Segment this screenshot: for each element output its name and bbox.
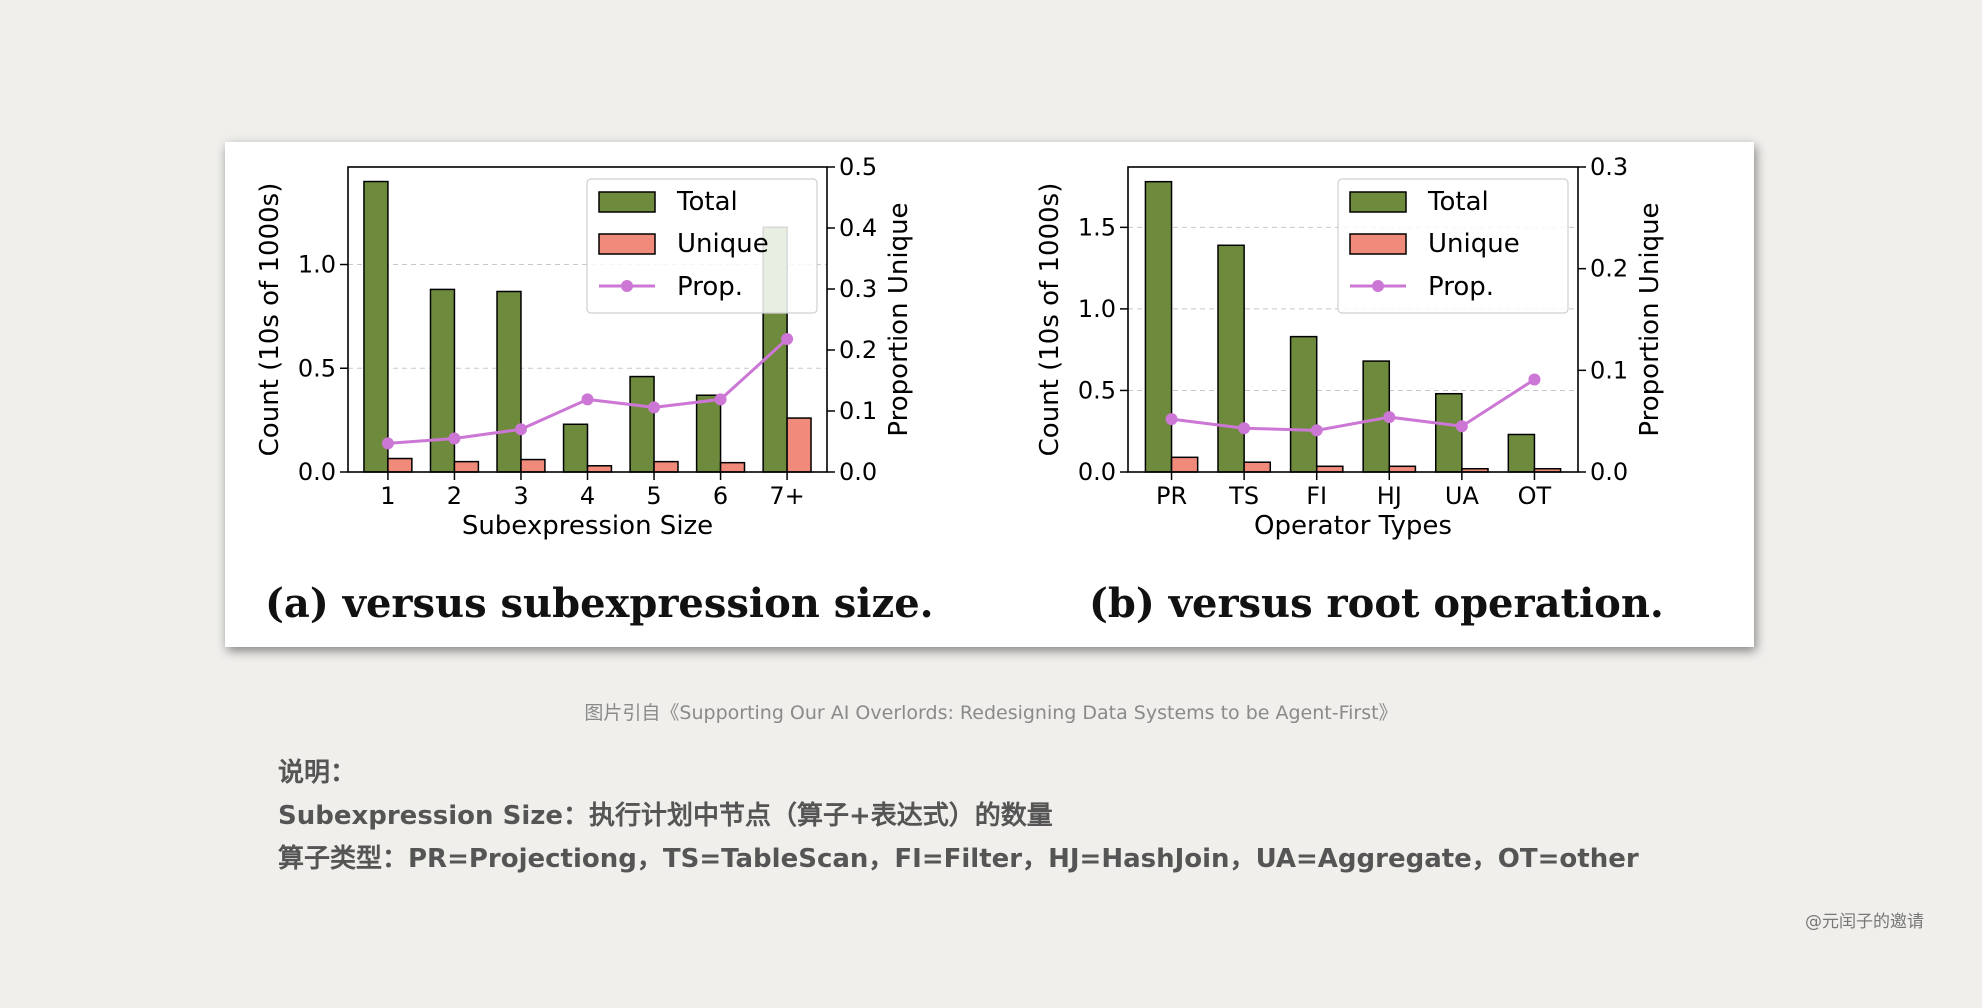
chartb-bar-unique bbox=[1388, 465, 1417, 473]
chartb-xtick-label: OT bbox=[1518, 482, 1552, 510]
charta-legend-marker-prop bbox=[621, 280, 633, 292]
chartb-y2tick-label: 0.3 bbox=[1590, 153, 1628, 181]
notes-block: 说明： Subexpression Size：执行计划中节点（算子+表达式）的数… bbox=[278, 752, 1639, 881]
chartb-bar-total bbox=[1434, 392, 1463, 473]
chartb-legend-label-total: Total bbox=[1427, 187, 1489, 217]
charta-y2tick-label: 0.1 bbox=[839, 397, 877, 425]
charta-bar-unique bbox=[719, 461, 746, 473]
charta-bar-total bbox=[695, 394, 722, 473]
chartb-y2label: Proportion Unique bbox=[1635, 202, 1665, 436]
charta-prop-point bbox=[514, 423, 527, 436]
chartb-ytick-label: 0.0 bbox=[1078, 458, 1116, 486]
chartb-prop-point bbox=[1310, 424, 1323, 437]
charta-legend-label-unique: Unique bbox=[677, 229, 769, 259]
chartb-ylabel: Count (10s of 1000s) bbox=[1035, 183, 1065, 457]
charta-prop-point bbox=[781, 333, 794, 346]
charta-bar-total bbox=[496, 290, 522, 473]
charta-bar-total bbox=[629, 375, 655, 473]
chartb-xlabel: Operator Types bbox=[1254, 511, 1452, 541]
charta-prop-point bbox=[648, 401, 661, 414]
chartb-legend-label-prop: Prop. bbox=[1428, 272, 1494, 302]
chartb-prop-point bbox=[1383, 411, 1396, 424]
charta-bar-unique bbox=[586, 465, 613, 473]
charta-legend-swatch-total bbox=[598, 191, 656, 213]
charta-xtick-label: 4 bbox=[580, 482, 595, 510]
chartb-prop-line bbox=[1171, 378, 1536, 432]
chartb-legend-marker-prop bbox=[1372, 280, 1384, 292]
charta-xlabel: Subexpression Size bbox=[462, 511, 713, 541]
charta-xtick-label: 3 bbox=[513, 482, 528, 510]
chartb-legend-swatch-unique bbox=[1349, 233, 1407, 255]
chartb-prop-point bbox=[1238, 422, 1251, 435]
charts-svg: 0.0 0.5 1.0 0.0 0.1 0.2 0.3 0.4 0.5 1 2 3 4 5 6 7+ Subex… bbox=[255, 153, 1665, 541]
chartb-ytick-label: 1.5 bbox=[1078, 213, 1116, 241]
chartb-legend-swatch-total bbox=[1349, 191, 1407, 213]
chartb-bar-total bbox=[1507, 433, 1536, 473]
charta-bar-total bbox=[562, 423, 589, 473]
chartb-bar-total bbox=[1289, 335, 1318, 473]
charta-xtick-label: 5 bbox=[646, 482, 661, 510]
chartb-xtick-label: TS bbox=[1228, 482, 1259, 510]
caption-b: (b) versus root operation. bbox=[1089, 580, 1664, 627]
charta-bar-total bbox=[363, 180, 389, 473]
source-citation: 图片引自《Supporting Our AI Overlords: Redesi… bbox=[584, 702, 1398, 724]
charta-legend-label-total: Total bbox=[676, 187, 738, 217]
charta-ytick-label: 0.5 bbox=[298, 354, 336, 382]
charta-y2tick-label: 0.2 bbox=[839, 336, 877, 364]
charta-bar-unique bbox=[387, 457, 413, 473]
chartb-bar-unique bbox=[1243, 461, 1272, 473]
chartb-legend-label-unique: Unique bbox=[1428, 229, 1520, 259]
charta-y2tick-label: 0.0 bbox=[839, 458, 877, 486]
charta-y2tick-label: 0.3 bbox=[839, 275, 877, 303]
chartb-bar-total bbox=[1362, 360, 1391, 473]
chartb-frame bbox=[1127, 166, 1579, 473]
charta-legend-swatch-unique bbox=[598, 233, 656, 255]
charta-prop-point bbox=[714, 393, 727, 406]
chartb-bar-unique bbox=[1315, 465, 1344, 473]
charta-prop-point bbox=[381, 437, 394, 450]
charta-xtick-label: 2 bbox=[447, 482, 462, 510]
chartb-bar-total bbox=[1217, 244, 1245, 473]
chartb-bar-unique bbox=[1170, 456, 1199, 473]
chartb-prop-point bbox=[1455, 420, 1468, 433]
charta-legend-label-prop: Prop. bbox=[677, 272, 743, 302]
figure-card: 0.0 0.5 1.0 0.0 0.1 0.2 0.3 0.4 0.5 1 2 3 4 5 6 7+ Subex… bbox=[225, 142, 1754, 647]
charta-ytick-label: 1.0 bbox=[298, 251, 336, 279]
chartb-ytick-label: 1.0 bbox=[1078, 295, 1116, 323]
charta-bar-unique bbox=[453, 460, 480, 473]
watermark: @元闰子的邀请 bbox=[1805, 912, 1924, 932]
chartb-prop-point bbox=[1528, 373, 1541, 386]
charta-bar-unique bbox=[786, 417, 812, 473]
charta-y2label: Proportion Unique bbox=[884, 202, 914, 436]
chartb-bar-total bbox=[1144, 180, 1173, 473]
chartb-y2tick-label: 0.2 bbox=[1590, 255, 1628, 283]
chartb-xtick-label: FI bbox=[1306, 482, 1327, 510]
chartb-ytick-label: 0.5 bbox=[1078, 376, 1116, 404]
charta-xtick-label: 7+ bbox=[769, 482, 804, 510]
chartb-xtick-label: PR bbox=[1156, 482, 1187, 510]
charta-xtick-label: 1 bbox=[380, 482, 395, 510]
chartb-y2tick-label: 0.0 bbox=[1590, 458, 1628, 486]
chartb-xtick-label: HJ bbox=[1377, 482, 1402, 510]
charta-prop-point bbox=[581, 393, 594, 406]
notes-line-3: 算子类型：PR=Projectiong，TS=TableScan，FI=Filt… bbox=[278, 844, 1639, 874]
notes-line-1: 说明： bbox=[278, 758, 357, 788]
caption-a: (a) versus subexpression size. bbox=[265, 580, 934, 627]
charta-y2tick-label: 0.5 bbox=[839, 153, 877, 181]
charta-bar-unique bbox=[520, 458, 546, 473]
charta-bar-unique bbox=[653, 460, 679, 473]
charta-ylabel: Count (10s of 1000s) bbox=[255, 183, 285, 457]
chartb-y2tick-label: 0.1 bbox=[1590, 356, 1628, 384]
charta-xtick-label: 6 bbox=[713, 482, 728, 510]
charta-prop-point bbox=[448, 432, 461, 445]
chartb-prop-point bbox=[1165, 413, 1178, 426]
charta-frame bbox=[347, 166, 828, 473]
charta-ytick-label: 0.0 bbox=[298, 458, 336, 486]
notes-line-2: Subexpression Size：执行计划中节点（算子+表达式）的数量 bbox=[278, 801, 1053, 831]
charta-y2tick-label: 0.4 bbox=[839, 214, 877, 242]
chartb-xtick-label: UA bbox=[1445, 482, 1480, 510]
charta-bar-total bbox=[429, 288, 456, 473]
